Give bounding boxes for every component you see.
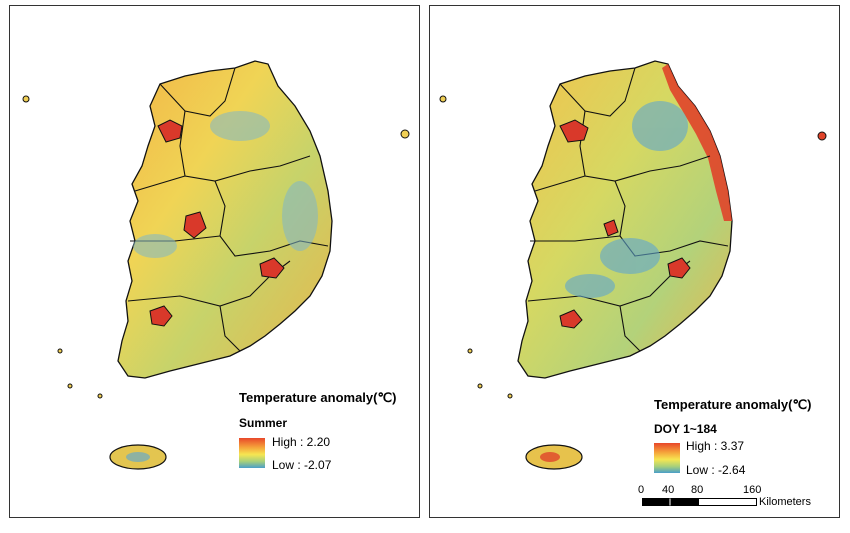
hot-spots: [559, 119, 691, 329]
legend-high-label: High : 3.37: [686, 439, 745, 453]
legend-subtitle: DOY 1~184: [654, 422, 717, 436]
islands: [22, 95, 410, 399]
legend-low-label: Low : -2.64: [686, 463, 746, 477]
map-panel-doy: Temperature anomaly(℃) DOY 1~184 High : …: [429, 5, 840, 518]
korea-map-doy: [439, 60, 827, 470]
legend-title: Temperature anomaly(℃): [654, 397, 812, 412]
scale-tick-160: 160: [743, 484, 762, 496]
scale-unit: Kilometers: [759, 496, 811, 508]
hot-spots: [149, 119, 285, 327]
map-panel-summer: Temperature anomaly(℃) Summer High : 2.2…: [9, 5, 420, 518]
korea-map-summer: [22, 60, 410, 470]
legend-title: Temperature anomaly(℃): [239, 390, 397, 405]
islands: [439, 95, 827, 399]
mainland: [517, 60, 733, 379]
color-ramp: [239, 438, 265, 468]
scale-tick-0: 0: [638, 484, 645, 496]
legend-high-label: High : 2.20: [272, 435, 331, 449]
scale-tick-80: 80: [691, 484, 704, 496]
cool-patches: [133, 111, 318, 258]
scale-bar: [642, 498, 757, 506]
scale-tick-40: 40: [662, 484, 675, 496]
legend-low-label: Low : -2.07: [272, 458, 332, 472]
legend-subtitle: Summer: [239, 416, 288, 430]
color-ramp: [654, 443, 680, 473]
cool-patches: [565, 101, 688, 298]
